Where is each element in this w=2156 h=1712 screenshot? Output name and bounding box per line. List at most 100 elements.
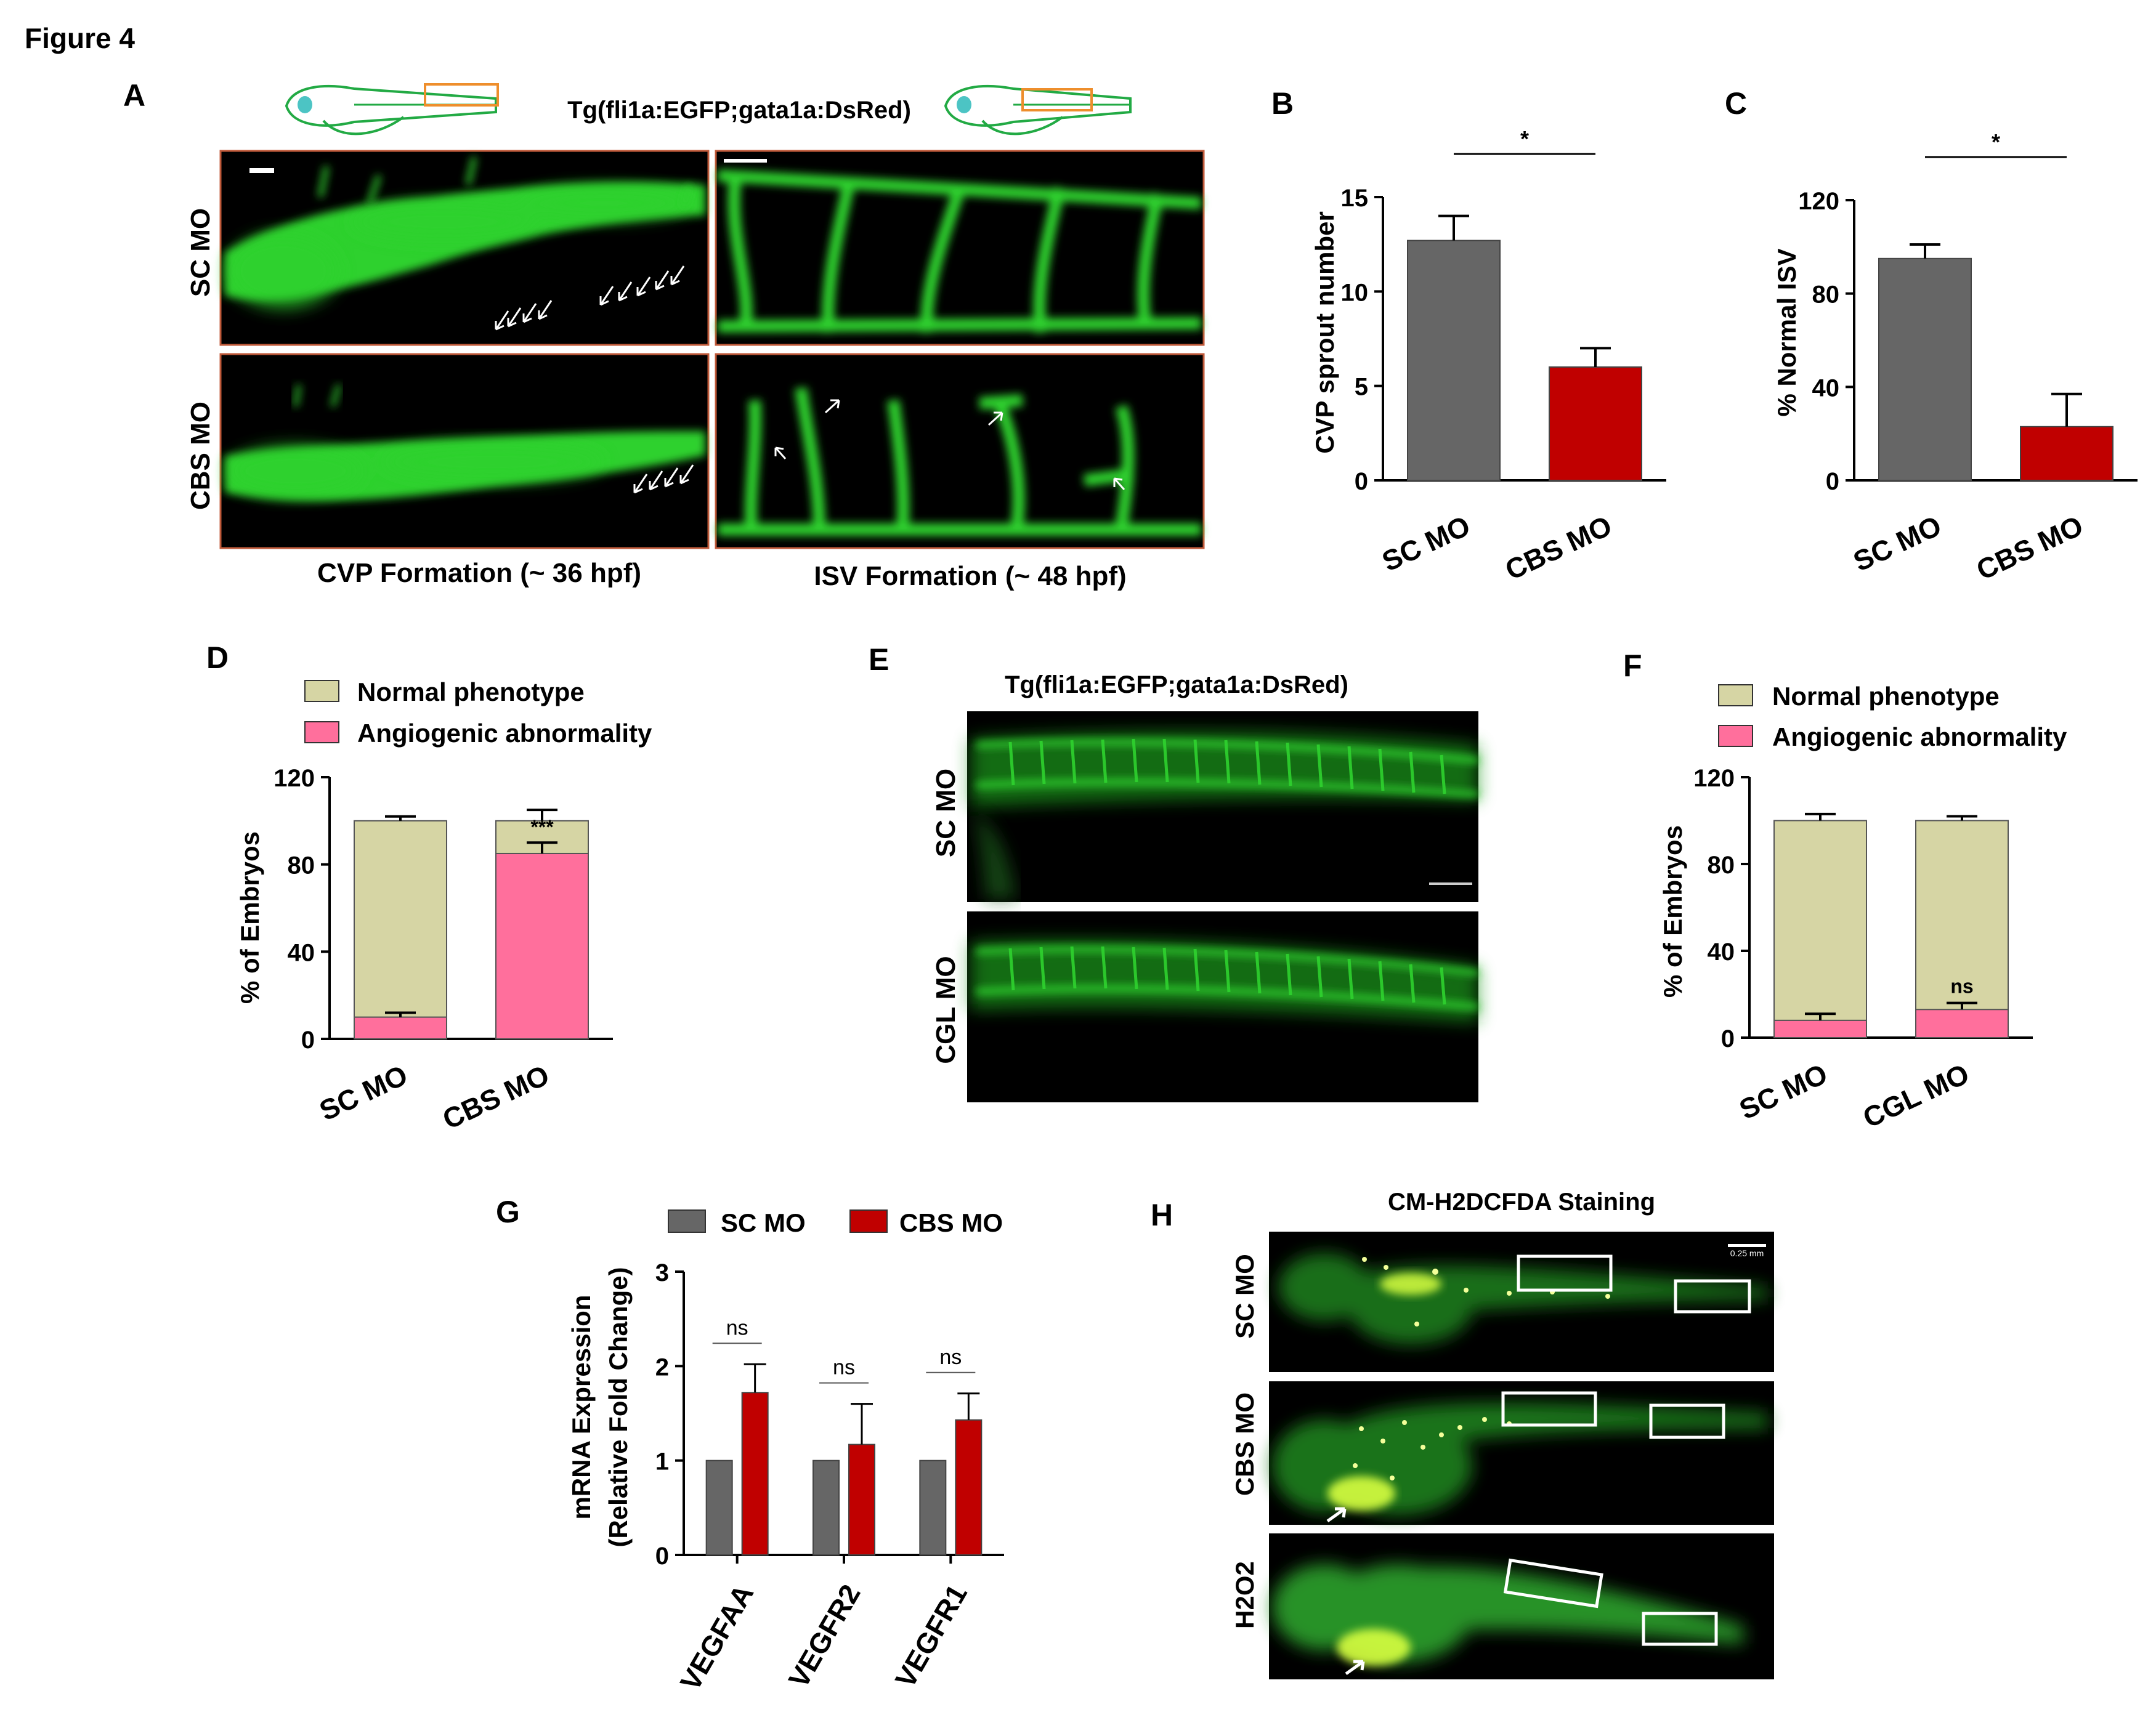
bar-abnormal	[354, 1016, 447, 1040]
arrow-icon	[633, 464, 694, 494]
y-tick-label: 2	[655, 1354, 669, 1381]
y-tick-label: 10	[1341, 279, 1369, 306]
panel-h-title: CM-H2DCFDA Staining	[1388, 1189, 1655, 1216]
panel-e-letter: E	[869, 642, 889, 677]
bar-sc	[1878, 257, 1972, 481]
panel-a-col-label-cvp: CVP Formation (~ 36 hpf)	[317, 558, 641, 588]
bar-normal	[1773, 820, 1867, 1021]
micrograph-isv-cbs	[715, 353, 1205, 549]
scale-bar-icon	[249, 168, 274, 173]
panel-e-row-label-cgl: CGL MO	[931, 956, 961, 1064]
panel-h-row-label-h2o2: H2O2	[1230, 1561, 1259, 1629]
panel-b-plot: 0 5 10 15 SC MO CBS MO *	[1341, 126, 1666, 586]
scale-bar-icon	[1429, 882, 1472, 885]
arrow-icon	[774, 399, 1125, 490]
legend-cbs-label: CBS MO	[899, 1208, 1003, 1237]
bar-cbs	[2020, 426, 2113, 482]
legend-abnormal-swatch	[1718, 725, 1753, 747]
bar-cbs	[955, 1419, 983, 1556]
x-tick-label: CBS MO	[437, 1059, 554, 1136]
y-tick-label: 80	[1708, 852, 1735, 879]
y-tick-label: 15	[1341, 185, 1369, 212]
bar-abnormal	[1773, 1019, 1867, 1039]
micrograph-ros-sc: 0.25 mm	[1269, 1232, 1774, 1372]
panel-h-letter: H	[1151, 1198, 1173, 1232]
bar-normal	[354, 820, 447, 1018]
bar-cbs	[741, 1392, 769, 1556]
scale-bar-icon	[724, 159, 767, 163]
panel-d-ylabel: % of Embryos	[235, 831, 264, 1004]
panel-c-plot: 0 40 80 120 SC MO CBS MO *	[1798, 129, 2138, 586]
y-tick-label: 0	[1721, 1025, 1735, 1052]
panel-h-row-label-cbs: CBS MO	[1230, 1392, 1259, 1496]
y-tick-label: 80	[1812, 281, 1840, 309]
scale-bar-label: 0.25 mm	[1730, 1248, 1764, 1258]
panel-f-letter: F	[1623, 648, 1642, 683]
x-tick-label: CBS MO	[1971, 509, 2088, 586]
panel-g-plot: 0 1 2 3 ns VEGFAA ns VEGFR2 ns VEGFR1	[655, 1259, 1004, 1696]
bar-sc	[1407, 240, 1501, 481]
panel-e-transgene-label: Tg(fli1a:EGFP;gata1a:DsRed)	[1005, 671, 1348, 698]
micrograph-cvp-sc	[219, 150, 710, 346]
panel-c-ylabel: % Normal ISV	[1772, 248, 1801, 416]
figure-title: Figure 4	[25, 22, 135, 54]
panel-e-row-label-sc: SC MO	[931, 769, 961, 857]
legend-abnormal-label: Angiogenic abnormality	[357, 719, 652, 748]
y-tick-label: 5	[1355, 374, 1368, 401]
y-tick-label: 40	[288, 939, 315, 966]
panel-e: E Tg(fli1a:EGFP;gata1a:DsRed) SC MO CGL …	[869, 642, 1479, 1102]
panel-g-ylabel-line2: (Relative Fold Change)	[604, 1267, 633, 1547]
y-tick-label: 0	[1355, 468, 1368, 495]
panel-g-letter: G	[496, 1195, 520, 1229]
legend-abnormal-swatch	[304, 721, 339, 743]
y-tick-label: 40	[1812, 374, 1840, 402]
bar-sc	[919, 1460, 947, 1556]
panel-a-row-label-cbs: CBS MO	[185, 402, 216, 510]
panel-c: C % Normal ISV 0 40 80 120 SC MO CBS MO *	[1725, 86, 2138, 586]
y-tick-label: 0	[655, 1543, 669, 1570]
bar-sc	[813, 1460, 840, 1556]
micrograph-trunk-sc	[967, 711, 1479, 902]
arrow-icon	[1326, 1507, 1347, 1523]
significance-label: ***	[530, 816, 554, 838]
panel-h-row-label-sc: SC MO	[1230, 1254, 1259, 1339]
significance-label: *	[1520, 126, 1529, 151]
scale-bar-icon	[1728, 1244, 1766, 1247]
panel-b-ylabel: CVP sprout number	[1310, 211, 1339, 454]
x-tick-label: VEGFAA	[674, 1579, 760, 1696]
y-tick-label: 0	[301, 1027, 315, 1054]
x-tick-label: SC MO	[1377, 509, 1475, 578]
y-tick-label: 80	[288, 852, 315, 879]
x-tick-label: CGL MO	[1858, 1057, 1974, 1134]
micrograph-isv-sc	[715, 150, 1205, 346]
panel-f-ylabel: % of Embryos	[1658, 825, 1687, 998]
x-tick-label: VEGFR2	[782, 1579, 867, 1693]
x-tick-label: SC MO	[315, 1059, 413, 1127]
significance-label: ns	[939, 1346, 962, 1369]
y-tick-label: 3	[655, 1259, 669, 1286]
significance-label: ns	[726, 1316, 748, 1339]
legend-cbs-swatch	[849, 1209, 888, 1233]
panel-d: D Normal phenotype Angiogenic abnormalit…	[206, 640, 652, 1136]
x-tick-label: SC MO	[1735, 1057, 1833, 1126]
legend-sc-label: SC MO	[721, 1208, 806, 1237]
micrograph-cvp-cbs	[219, 353, 710, 549]
panel-h: H CM-H2DCFDA Staining SC MO CBS MO H2O2 …	[1151, 1189, 1774, 1679]
legend-abnormal-label: Angiogenic abnormality	[1772, 722, 2067, 751]
legend-sc-swatch	[668, 1209, 706, 1233]
panel-c-letter: C	[1725, 86, 1747, 121]
panel-a: A Tg(fli1a:EGFP;gata1a:DsRed) SC MO CBS …	[123, 78, 1205, 591]
panel-f: F Normal phenotype Angiogenic abnormalit…	[1623, 648, 2067, 1134]
significance-label: *	[1992, 129, 2000, 155]
panel-d-plot: 0 40 80 120 SC MO CBS MO ***	[274, 765, 613, 1136]
y-tick-label: 1	[655, 1448, 669, 1476]
panel-b: B CVP sprout number 0 5 10 15 SC MO CBS MO *	[1271, 86, 1666, 586]
x-tick-label: CBS MO	[1500, 509, 1616, 586]
significance-label: ns	[1950, 975, 1973, 998]
y-tick-label: 40	[1708, 939, 1735, 966]
panel-a-col-label-isv: ISV Formation (~ 48 hpf)	[814, 561, 1126, 591]
bar-abnormal	[1915, 1009, 2009, 1039]
panel-d-letter: D	[206, 640, 229, 675]
y-tick-label: 120	[1798, 188, 1839, 215]
